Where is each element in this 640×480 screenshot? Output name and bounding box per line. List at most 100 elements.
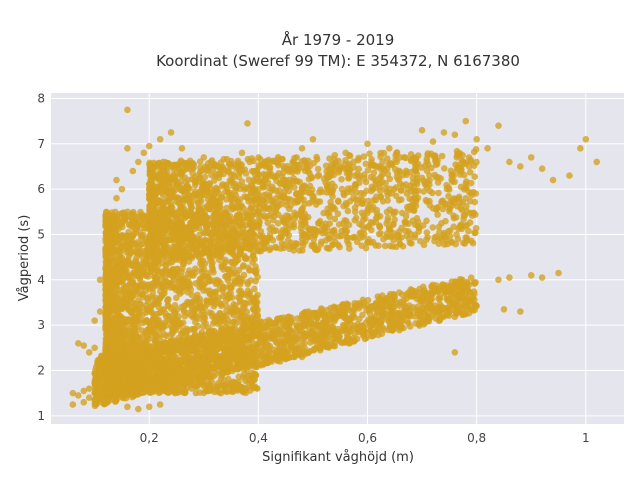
- data-point: [114, 290, 122, 297]
- data-point: [211, 388, 218, 396]
- data-point: [340, 191, 348, 199]
- data-point: [116, 361, 123, 369]
- data-point: [262, 331, 269, 339]
- data-point: [401, 301, 408, 309]
- data-point: [176, 256, 183, 264]
- data-point: [380, 326, 387, 334]
- data-point: [187, 354, 195, 362]
- data-point: [147, 360, 155, 368]
- data-point: [230, 318, 238, 326]
- data-point: [174, 317, 181, 324]
- data-point: [435, 295, 442, 303]
- data-point: [137, 282, 144, 289]
- data-point: [120, 283, 128, 290]
- data-point: [150, 315, 157, 322]
- data-point: [162, 385, 169, 392]
- data-point: [110, 330, 117, 337]
- data-point: [102, 382, 110, 390]
- data-point: [290, 353, 297, 361]
- data-point: [240, 252, 248, 260]
- data-point: [244, 287, 252, 295]
- data-point: [437, 303, 445, 310]
- data-point: [151, 329, 159, 336]
- data-point: [227, 258, 235, 266]
- data-point: [167, 305, 175, 312]
- data-point: [128, 347, 136, 355]
- data-point: [190, 297, 197, 305]
- data-point: [170, 345, 177, 352]
- data-point: [166, 313, 173, 320]
- data-point: [114, 379, 121, 387]
- data-point: [149, 289, 157, 296]
- data-point: [233, 353, 241, 361]
- data-point: [209, 265, 216, 272]
- data-point: [405, 319, 412, 327]
- data-point: [114, 388, 122, 396]
- data-point: [252, 372, 260, 379]
- data-point: [347, 314, 354, 322]
- data-point: [222, 302, 230, 309]
- data-point: [94, 360, 102, 367]
- data-point: [219, 283, 227, 291]
- data-point: [108, 279, 116, 287]
- data-point: [431, 310, 438, 317]
- data-point: [196, 389, 204, 396]
- data-point: [313, 337, 321, 345]
- data-point: [416, 320, 423, 327]
- data-point: [162, 367, 170, 374]
- data-point: [206, 385, 213, 393]
- data-point: [264, 342, 272, 349]
- data-point: [435, 317, 443, 324]
- data-point: [215, 363, 222, 370]
- data-point: [127, 283, 134, 291]
- data-point: [190, 272, 197, 279]
- data-point: [119, 337, 127, 345]
- data-point: [378, 317, 386, 324]
- data-point: [355, 315, 363, 323]
- data-point: [305, 308, 312, 315]
- data-point: [127, 309, 135, 317]
- data-point: [138, 235, 145, 243]
- data-point: [155, 316, 162, 324]
- data-point: [233, 333, 241, 341]
- data-point: [416, 312, 424, 320]
- data-point: [134, 359, 142, 366]
- data-point: [198, 276, 205, 283]
- data-point: [192, 346, 200, 353]
- data-point: [177, 336, 185, 344]
- data-point: [462, 283, 470, 290]
- data-point: [381, 310, 388, 318]
- data-point: [208, 355, 216, 363]
- data-point: [109, 341, 116, 349]
- data-point: [160, 361, 168, 369]
- data-point: [130, 388, 138, 395]
- data-point: [247, 277, 255, 284]
- data-point: [140, 350, 147, 357]
- data-point: [184, 270, 192, 277]
- data-point: [114, 266, 121, 273]
- data-point: [387, 326, 395, 333]
- data-point: [239, 325, 247, 333]
- data-point: [107, 365, 115, 372]
- data-point: [240, 290, 247, 298]
- data-point: [252, 363, 260, 371]
- data-point: [307, 339, 314, 346]
- data-point: [111, 317, 119, 324]
- data-point: [473, 158, 480, 166]
- data-point: [270, 327, 277, 334]
- data-point: [197, 302, 205, 310]
- data-point: [134, 317, 141, 324]
- data-point: [471, 306, 478, 314]
- data-point: [420, 301, 427, 308]
- data-point: [471, 301, 479, 308]
- data-point: [106, 239, 113, 247]
- data-point: [230, 342, 238, 349]
- data-point: [266, 357, 274, 364]
- data-point: [239, 387, 247, 394]
- data-point: [161, 290, 168, 297]
- data-point: [122, 292, 129, 300]
- data-point: [296, 345, 303, 352]
- data-point: [389, 315, 396, 323]
- data-point: [397, 324, 405, 332]
- data-point: [397, 317, 405, 325]
